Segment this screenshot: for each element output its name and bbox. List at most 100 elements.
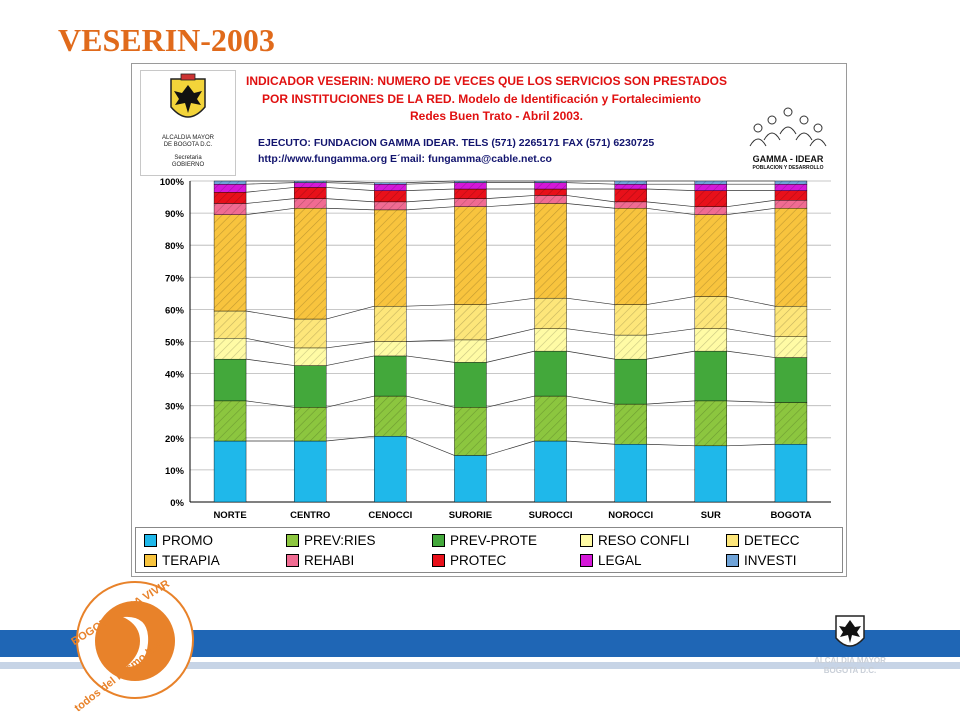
header-line-3: Redes Buen Trato - Abril 2003. bbox=[410, 109, 583, 123]
bar-segment bbox=[774, 444, 808, 503]
y-tick-label: 100% bbox=[160, 177, 185, 188]
series-connector bbox=[326, 305, 375, 320]
legend-swatch bbox=[144, 553, 157, 567]
legend-swatch bbox=[580, 553, 593, 567]
legend-label: REHABI bbox=[304, 552, 355, 568]
series-connector bbox=[566, 182, 615, 185]
bar-segment bbox=[614, 180, 647, 185]
series-connector bbox=[406, 182, 455, 185]
bar-segment bbox=[374, 435, 407, 503]
series-connector bbox=[566, 395, 615, 405]
series-connector bbox=[726, 207, 775, 216]
legend-swatch bbox=[432, 533, 445, 547]
x-tick-label: NOROCCI bbox=[608, 510, 653, 521]
legend-item: REHABI bbox=[286, 552, 354, 568]
series-connector bbox=[726, 296, 776, 307]
bar-segment bbox=[374, 190, 407, 203]
chart-legend: PROMO PREV:RIES PREV-PROTE RESO CONFLI DETEC… bbox=[135, 527, 843, 573]
bar-segment bbox=[534, 195, 567, 204]
series-connector bbox=[406, 206, 455, 211]
series-connector bbox=[326, 355, 375, 366]
bar-segment bbox=[454, 339, 487, 363]
bar-segment bbox=[213, 400, 247, 442]
alcaldia-footer: ALCALDIA MAYOR BOGOTA D.C. bbox=[800, 656, 900, 676]
series-connector bbox=[726, 199, 775, 208]
legend-label: PROMO bbox=[162, 532, 214, 548]
legend-item: LEGAL bbox=[580, 552, 642, 568]
bar-segment bbox=[534, 182, 567, 190]
y-tick-label: 90% bbox=[165, 209, 185, 220]
series-connector bbox=[566, 328, 615, 336]
y-tick-label: 80% bbox=[165, 241, 185, 252]
series-connector bbox=[726, 350, 775, 358]
bar-segment bbox=[614, 403, 647, 445]
slide-title: VESERIN-2003 bbox=[58, 22, 275, 58]
series-connector bbox=[406, 180, 455, 183]
bar-segment bbox=[614, 184, 647, 190]
footer-band-light bbox=[0, 662, 960, 669]
x-tick-label: SUR bbox=[701, 510, 721, 521]
series-connector bbox=[486, 203, 535, 208]
bar-segment bbox=[213, 192, 247, 204]
legend-label: PREV-PROTE bbox=[450, 532, 538, 548]
bar-segment bbox=[774, 336, 808, 358]
header-line-5: http://www.fungamma.org E´mail: fungamma… bbox=[258, 153, 552, 165]
bar-segment bbox=[694, 184, 728, 191]
series-connector bbox=[406, 304, 455, 307]
legend-swatch bbox=[580, 533, 593, 547]
bar-segment bbox=[374, 182, 407, 185]
bogota-logo-icon bbox=[76, 581, 194, 699]
bar-segment bbox=[293, 440, 327, 503]
series-connector bbox=[646, 443, 695, 447]
seal-line-1: ALCALDIA MAYOR bbox=[162, 135, 214, 141]
series-connector bbox=[246, 358, 295, 366]
series-connector bbox=[326, 182, 375, 185]
seal-line-2: DE BOGOTA D.C. bbox=[163, 142, 213, 148]
bar-segment bbox=[774, 200, 808, 209]
gamma-idear-logo: GAMMA - IDEAR POBLACION Y DESARROLLO bbox=[744, 102, 832, 172]
legend-item: PREV:RIES bbox=[286, 532, 376, 548]
bar-segment bbox=[454, 198, 487, 207]
bar-segment bbox=[374, 305, 407, 342]
bar-segment bbox=[374, 341, 407, 357]
y-tick-label: 0% bbox=[170, 498, 184, 509]
series-connector bbox=[486, 350, 535, 363]
bar-segment bbox=[213, 214, 247, 312]
bar-segment bbox=[774, 180, 808, 185]
bar-segment bbox=[774, 357, 808, 403]
x-tick-label: CENOCCI bbox=[368, 510, 412, 521]
legend-label: DETECC bbox=[744, 532, 800, 548]
legend-swatch bbox=[726, 553, 739, 567]
legend-item: PREV-PROTE bbox=[432, 532, 537, 548]
bar-segment bbox=[694, 206, 728, 215]
header-line-2: POR INSTITUCIONES DE LA RED. Modelo de I… bbox=[262, 92, 701, 106]
series-connector bbox=[566, 440, 615, 445]
bar-segment bbox=[293, 208, 327, 320]
bar-segment bbox=[694, 180, 728, 185]
bar-segment bbox=[374, 201, 407, 211]
series-connector bbox=[246, 198, 295, 204]
series-connector bbox=[246, 207, 295, 216]
legend-swatch bbox=[144, 533, 157, 547]
coat-of-arms-icon bbox=[170, 73, 206, 118]
gamma-logo-tagline: POBLACION Y DESARROLLO bbox=[752, 165, 824, 171]
bar-segment bbox=[534, 395, 567, 442]
series-connector bbox=[726, 328, 775, 338]
legend-swatch bbox=[286, 553, 299, 567]
bar-segment bbox=[534, 350, 567, 397]
y-tick-label: 20% bbox=[165, 434, 185, 445]
bar-segment bbox=[454, 188, 487, 199]
bar-segment bbox=[213, 338, 247, 360]
bar-segment bbox=[774, 402, 808, 445]
series-connector bbox=[406, 435, 455, 456]
legend-item: TERAPIA bbox=[144, 552, 220, 568]
series-connector bbox=[406, 395, 455, 408]
y-tick-label: 30% bbox=[165, 402, 185, 413]
series-connector bbox=[406, 339, 455, 342]
bar-segment bbox=[534, 328, 567, 352]
series-connector bbox=[646, 188, 695, 191]
x-tick-label: BOGOTA bbox=[770, 510, 811, 521]
legend-label: INVESTI bbox=[744, 552, 797, 568]
series-connector bbox=[326, 180, 375, 183]
bar-segment bbox=[293, 347, 327, 366]
